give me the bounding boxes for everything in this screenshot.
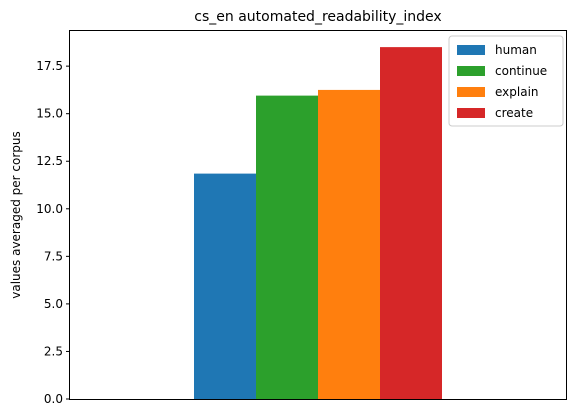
y-tick-label: 10.0: [36, 202, 63, 216]
bar-create: [380, 47, 442, 399]
legend: human continue explain create: [448, 35, 564, 127]
legend-swatch-explain: [457, 87, 485, 97]
legend-label-human: human: [495, 43, 537, 57]
y-tick-label: 17.5: [36, 59, 63, 73]
bar-explain: [318, 89, 380, 399]
bar-human: [194, 173, 256, 399]
y-tick-label: 12.5: [36, 154, 63, 168]
y-tick-label: 5.0: [44, 297, 63, 311]
bars-group: [194, 47, 442, 400]
plot-frame: [69, 30, 567, 400]
y-tick-label: 15.0: [36, 107, 63, 121]
y-axis-label: values averaged per corpus: [9, 131, 23, 299]
legend-label-explain: explain: [495, 85, 539, 99]
legend-swatch-create: [457, 108, 485, 118]
legend-swatch-continue: [457, 66, 485, 76]
legend-box: [448, 35, 564, 127]
y-tick-label: 7.5: [44, 249, 63, 263]
bar-continue: [256, 95, 318, 400]
legend-swatch-human: [457, 45, 485, 55]
chart-title: cs_en automated_readability_index: [194, 9, 441, 25]
legend-label-create: create: [495, 106, 533, 120]
legend-label-continue: continue: [495, 64, 547, 78]
y-tick-label: 2.5: [44, 344, 63, 358]
y-tick-label: 0.0: [44, 392, 63, 406]
y-axis: 0.0 2.5 5.0 7.5 10.0 12.5 15.0 17.5: [36, 59, 70, 406]
